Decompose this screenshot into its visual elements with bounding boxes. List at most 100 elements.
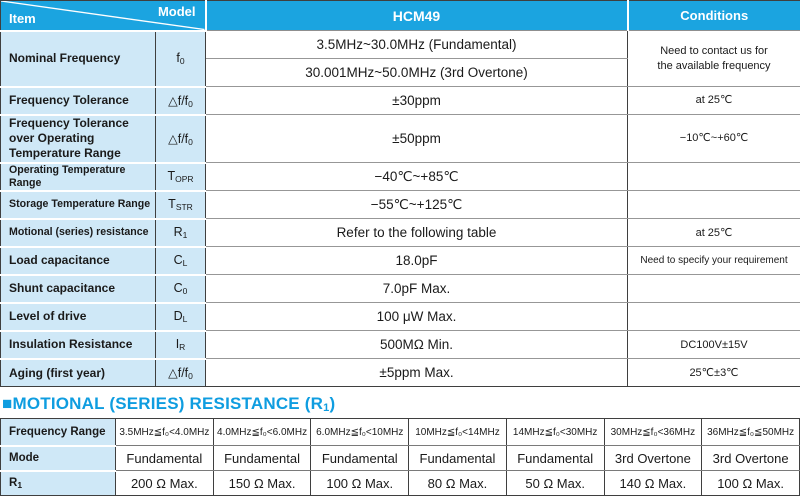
row-item-label: Motional (series) resistance	[1, 219, 156, 247]
table-row-level-of-drive: Level of drive DL 100 μW Max.	[1, 303, 800, 331]
model-subscript: 0	[180, 56, 185, 66]
model-subscript: 0	[188, 137, 193, 147]
mode-cell: Fundamental	[506, 446, 604, 471]
row-item-label: Frequency Tolerance over Operating Tempe…	[1, 115, 156, 163]
section-title: ■MOTIONAL (SERIES) RESISTANCE (R1)	[2, 394, 800, 414]
r1-cell: 100 Ω Max.	[702, 471, 800, 496]
model-base: C	[174, 253, 183, 267]
row-condition: DC100V±15V	[628, 331, 800, 359]
table-row-operating-temperature-range: Operating Temperature Range TOPR −40℃~+8…	[1, 163, 800, 191]
table-row-frequency-tolerance: Frequency Tolerance △f/f0 ±30ppm at 25℃	[1, 87, 800, 115]
row-condition: Need to specify your requirement	[628, 247, 800, 275]
row-spec-value: −55℃~+125℃	[206, 191, 628, 219]
range-cell: 36MHz≦f₀≦50MHz	[702, 419, 800, 446]
r1-cell: 100 Ω Max.	[311, 471, 409, 496]
row-condition	[628, 303, 800, 331]
row-spec-value: ±30ppm	[206, 87, 628, 115]
row-condition: at 25℃	[628, 87, 800, 115]
row-item-label: Aging (first year)	[1, 359, 156, 387]
model-subscript: 1	[183, 230, 188, 240]
model-subscript: L	[183, 314, 188, 324]
row-model-symbol: R1	[156, 219, 206, 247]
row-model-symbol: DL	[156, 303, 206, 331]
product-header: HCM49	[206, 1, 628, 31]
conditions-header: Conditions	[628, 1, 800, 31]
range-cell: 10MHz≦f₀<14MHz	[409, 419, 507, 446]
row-condition: Need to contact us for the available fre…	[628, 31, 800, 87]
section-title-text: MOTIONAL (SERIES) RESISTANCE (R	[12, 394, 323, 413]
model-subscript: 0	[183, 286, 188, 296]
row-spec-value: 30.001MHz~50.0MHz (3rd Overtone)	[206, 59, 628, 87]
range-cell: 30MHz≦f₀<36MHz	[604, 419, 702, 446]
row-model-symbol: △f/f0	[156, 115, 206, 163]
row-spec-value: −40℃~+85℃	[206, 163, 628, 191]
spec-table: Item Model HCM49 Conditions Nominal Freq…	[0, 0, 800, 387]
range-cell: 4.0MHz≦f₀<6.0MHz	[213, 419, 311, 446]
model-header-label: Model	[158, 4, 196, 19]
row-item-label: Load capacitance	[1, 247, 156, 275]
condition-line: Need to contact us for	[630, 44, 798, 58]
section-bullet-icon: ■	[2, 394, 12, 413]
row-condition: 25℃±3℃	[628, 359, 800, 387]
range-cell: 3.5MHz≦f₀<4.0MHz	[116, 419, 214, 446]
table-row-frequency-tolerance-over-temp: Frequency Tolerance over Operating Tempe…	[1, 115, 800, 163]
table-row-shunt-capacitance: Shunt capacitance C0 7.0pF Max.	[1, 275, 800, 303]
model-base: R	[174, 225, 183, 239]
range-cell: 6.0MHz≦f₀<10MHz	[311, 419, 409, 446]
model-subscript: 0	[188, 99, 193, 109]
model-base: △f/f	[168, 132, 188, 146]
range-cell: 14MHz≦f₀<30MHz	[506, 419, 604, 446]
table-row-nominal-frequency: Nominal Frequency f0 3.5MHz~30.0MHz (Fun…	[1, 31, 800, 59]
model-subscript: OPR	[175, 174, 193, 184]
mode-cell: 3rd Overtone	[604, 446, 702, 471]
item-model-header: Item Model	[1, 1, 206, 31]
mode-cell: Fundamental	[409, 446, 507, 471]
model-base: T	[167, 169, 175, 183]
mode-cell: Fundamental	[311, 446, 409, 471]
r1-header: R1	[1, 471, 116, 496]
row-condition: −10℃~+60℃	[628, 115, 800, 163]
table-row-insulation-resistance: Insulation Resistance IR 500MΩ Min. DC10…	[1, 331, 800, 359]
r1-cell: 140 Ω Max.	[604, 471, 702, 496]
row-model-symbol: CL	[156, 247, 206, 275]
frequency-range-header: Frequency Range	[1, 419, 116, 446]
r1-cell: 150 Ω Max.	[213, 471, 311, 496]
model-base: C	[174, 281, 183, 295]
row-spec-value: 500MΩ Min.	[206, 331, 628, 359]
spec-header-row: Item Model HCM49 Conditions	[1, 1, 800, 31]
r1-cell: 200 Ω Max.	[116, 471, 214, 496]
model-base: △f/f	[168, 366, 188, 380]
row-model-symbol: TSTR	[156, 191, 206, 219]
r1-cell: 50 Ω Max.	[506, 471, 604, 496]
model-subscript: L	[183, 258, 188, 268]
row-item-label: Operating Temperature Range	[1, 163, 156, 191]
mode-cell: Fundamental	[116, 446, 214, 471]
r1-subscript: 1	[17, 480, 22, 490]
row-model-symbol: △f/f0	[156, 87, 206, 115]
row-model-symbol: f0	[156, 31, 206, 87]
row-spec-value: Refer to the following table	[206, 219, 628, 247]
table-row-load-capacitance: Load capacitance CL 18.0pF Need to speci…	[1, 247, 800, 275]
model-subscript: R	[179, 342, 185, 352]
row-item-label: Frequency Tolerance	[1, 87, 156, 115]
resistance-range-row: Frequency Range 3.5MHz≦f₀<4.0MHz 4.0MHz≦…	[1, 419, 800, 446]
model-subscript: STR	[176, 202, 193, 212]
model-subscript: 0	[188, 371, 193, 381]
row-item-label: Storage Temperature Range	[1, 191, 156, 219]
row-model-symbol: TOPR	[156, 163, 206, 191]
row-condition	[628, 191, 800, 219]
row-model-symbol: C0	[156, 275, 206, 303]
row-condition	[628, 163, 800, 191]
mode-cell: 3rd Overtone	[702, 446, 800, 471]
mode-header: Mode	[1, 446, 116, 471]
resistance-r1-row: R1 200 Ω Max. 150 Ω Max. 100 Ω Max. 80 Ω…	[1, 471, 800, 496]
row-spec-value: ±5ppm Max.	[206, 359, 628, 387]
row-item-label: Shunt capacitance	[1, 275, 156, 303]
row-item-label: Nominal Frequency	[1, 31, 156, 87]
resistance-table: Frequency Range 3.5MHz≦f₀<4.0MHz 4.0MHz≦…	[0, 418, 800, 496]
table-row-motional-resistance: Motional (series) resistance R1 Refer to…	[1, 219, 800, 247]
row-item-label: Level of drive	[1, 303, 156, 331]
resistance-mode-row: Mode Fundamental Fundamental Fundamental…	[1, 446, 800, 471]
row-spec-value: ±50ppm	[206, 115, 628, 163]
section-title-close: )	[329, 394, 335, 413]
